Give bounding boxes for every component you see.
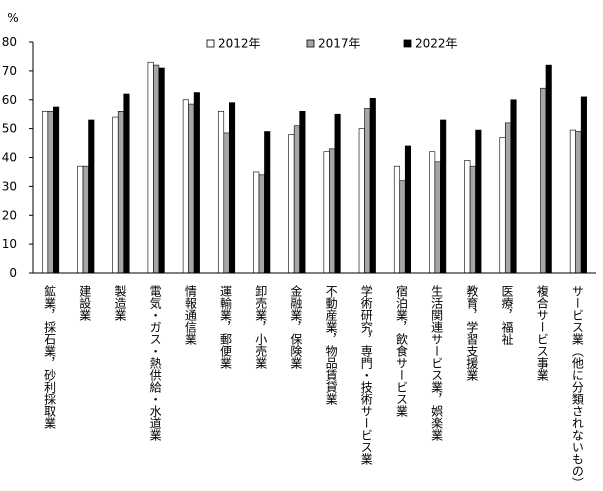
- category-label: 学術研究，専門・技術サービス業: [359, 284, 373, 465]
- legend-swatch: [306, 39, 315, 48]
- y-tick-label: 30: [2, 179, 17, 193]
- bar-2012年-11: [429, 151, 436, 274]
- bar-2012年-8: [323, 151, 330, 274]
- bars: [42, 61, 587, 274]
- bar-2017年-2: [117, 111, 125, 274]
- bar-2012年-1: [77, 165, 84, 274]
- bar-2022年-13: [510, 99, 517, 274]
- bar-2022年-8: [334, 113, 341, 274]
- bar-2022年-5: [228, 102, 236, 274]
- category-label: 電気・ガス・熱供給・水道業: [148, 285, 162, 441]
- bar-2022年-1: [88, 119, 95, 274]
- bar-2017年-9: [364, 108, 371, 274]
- category-label: 金融業，保険業: [289, 284, 303, 369]
- legend-swatch: [206, 39, 215, 48]
- bar-2012年-10: [393, 165, 401, 274]
- category-label: 運輸業，郵便業: [219, 285, 233, 369]
- bar-2022年-7: [299, 111, 306, 274]
- bar-2022年-14: [545, 64, 552, 274]
- bar-2017年-7: [293, 125, 300, 274]
- bar-2012年-5: [217, 111, 225, 274]
- bar-2017年-0: [47, 111, 54, 274]
- bar-2017年-3: [153, 64, 160, 274]
- bar-2012年-2: [112, 116, 119, 274]
- bar-2022年-6: [264, 131, 271, 274]
- y-tick-label: 0: [9, 266, 17, 280]
- bar-2012年-12: [464, 160, 471, 274]
- category-label: 宿泊業，飲食サービス業: [394, 284, 408, 417]
- bar-2017年-5: [223, 132, 230, 274]
- bar-2012年-13: [499, 136, 506, 274]
- bar-2022年-15: [580, 96, 587, 274]
- category-label: サービス業（他に分類されないもの）: [570, 285, 584, 489]
- y-tick-label: 60: [2, 93, 17, 107]
- category-label: 建設業: [78, 285, 92, 321]
- legend: 2012年 2017年 2022年: [206, 37, 458, 51]
- bar-2017年-15: [575, 131, 582, 274]
- bar-2017年-4: [188, 103, 195, 274]
- bar-2017年-12: [469, 165, 476, 274]
- category-label: 製造業: [113, 285, 127, 321]
- y-axis-unit-label: %: [7, 11, 18, 25]
- y-axis: % 0 10 20 30 40 50 60 70 80: [2, 11, 34, 280]
- x-axis: 鉱業，採石業，砂利採取業 建設業 製造業 電気・ガス・熱供給・水道業 情報通信業 運輸業，…: [33, 272, 596, 489]
- category-label: 不動産業，物品賃貸業: [324, 285, 338, 405]
- bar-2022年-11: [440, 119, 447, 274]
- category-label: 教育，学習支援業: [465, 284, 479, 381]
- y-tick-label: 40: [2, 151, 17, 165]
- legend-label: 2012年: [218, 37, 261, 51]
- legend-label: 2017年: [318, 37, 361, 51]
- legend-label: 2022年: [415, 37, 458, 51]
- bar-2017年-10: [399, 180, 406, 274]
- bar-2022年-3: [158, 67, 165, 274]
- bar-2012年-9: [358, 128, 365, 274]
- y-tick-label: 70: [2, 64, 17, 78]
- y-tick-label: 50: [2, 122, 17, 136]
- bar-2017年-6: [258, 174, 265, 274]
- category-label: 複合サービス事業: [535, 284, 549, 381]
- bar-2022年-0: [53, 106, 60, 274]
- bar-2017年-14: [540, 87, 547, 274]
- category-label: 生活関連サービス業，娯楽業: [430, 285, 444, 441]
- category-label: 医療，福祉: [500, 285, 514, 346]
- bar-2012年-7: [288, 134, 295, 274]
- bar-2012年-3: [147, 61, 154, 274]
- bar-2017年-11: [434, 161, 441, 274]
- bar-2022年-2: [123, 93, 130, 274]
- category-label: 鉱業，採石業，砂利採取業: [43, 284, 57, 429]
- bar-2012年-6: [253, 171, 260, 274]
- bar-2012年-0: [42, 111, 49, 274]
- bar-2012年-15: [569, 129, 576, 274]
- bar-2017年-13: [504, 122, 512, 274]
- legend-swatch: [403, 39, 412, 48]
- bar-2012年-4: [182, 99, 189, 274]
- bar-2022年-9: [369, 98, 376, 274]
- y-tick-label: 80: [2, 35, 17, 49]
- y-tick-label: 10: [2, 237, 17, 251]
- bar-2017年-1: [82, 165, 89, 274]
- bar-2022年-10: [404, 145, 412, 274]
- bar-2022年-12: [475, 129, 482, 274]
- category-label: 情報通信業: [183, 285, 197, 345]
- category-label: 卸売業，小売業: [254, 284, 268, 369]
- bar-2022年-4: [193, 92, 200, 274]
- y-tick-label: 20: [2, 208, 17, 222]
- bar-2017年-8: [329, 148, 336, 274]
